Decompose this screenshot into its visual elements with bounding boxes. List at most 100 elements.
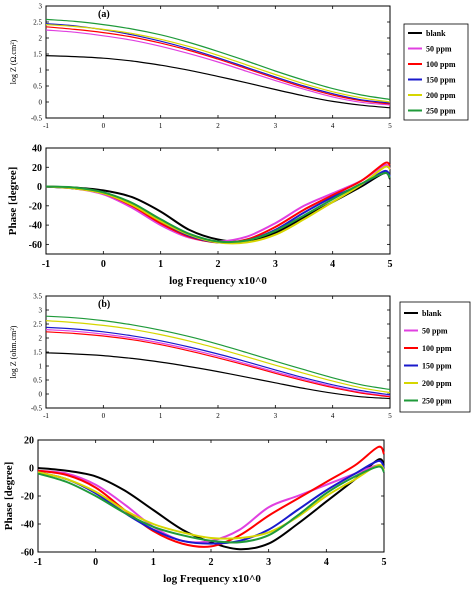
- xtick-label: -1: [43, 412, 49, 420]
- ytick-label: 40: [32, 144, 42, 155]
- xtick-label: 0: [93, 557, 98, 568]
- xtick-label: 5: [388, 259, 393, 270]
- xtick-label: -1: [42, 259, 50, 270]
- ytick-label: 0.5: [33, 82, 42, 90]
- ytick-label: 0: [39, 390, 43, 398]
- legend-a: blank 50 ppm 100 ppm 150 ppm 200 ppm 250 ppm: [403, 23, 469, 121]
- series-line-50-ppm: [45, 329, 391, 397]
- panel-a-phase-xticks: -1 0 1 2 3 4 5: [42, 148, 393, 270]
- series-line-50-ppm: [45, 29, 391, 106]
- xtick-label: 1: [159, 412, 163, 420]
- ytick-label: 20: [24, 436, 34, 447]
- series-line-50-ppm: [37, 464, 385, 544]
- series-line-blank: [45, 171, 391, 243]
- ytick-label: 3: [39, 306, 43, 314]
- ytick-label: 1: [39, 66, 43, 74]
- panel-b-phase-xlabel: log Frequency x10^0: [163, 573, 261, 585]
- ytick-label: 2.5: [33, 320, 42, 328]
- ytick-label: 3.5: [33, 292, 42, 300]
- series-line-250-ppm: [45, 315, 391, 391]
- xtick-label: 5: [388, 122, 392, 130]
- series-line-250-ppm: [45, 18, 391, 100]
- xtick-label: 5: [382, 557, 387, 568]
- ytick-label: 2: [39, 34, 43, 42]
- legend-b: blank 50 ppm 100 ppm 150 ppm 200 ppm 250 ppm: [399, 301, 471, 413]
- legend-label-250-ppm: 250 ppm: [422, 397, 452, 406]
- series-line-200-ppm: [45, 165, 391, 245]
- panel-a-modulus-series: [45, 18, 391, 109]
- ytick-label: 20: [32, 163, 42, 174]
- legend-label-150-ppm: 150 ppm: [422, 362, 452, 371]
- xtick-label: 3: [266, 557, 271, 568]
- series-line-200-ppm: [45, 24, 391, 103]
- panel-b-phase: -60 -40 -20 0 20 -1 0 1 2 3 4 5 Phase [degree] log…: [3, 436, 387, 586]
- xtick-label: 4: [330, 259, 335, 270]
- xtick-label: 4: [331, 412, 335, 420]
- ytick-label: 1.5: [33, 348, 42, 356]
- series-line-100-ppm: [45, 161, 391, 244]
- panel-a-phase: -60 -40 -20 0 20 40 -1 0 1 2 3 4 5 Phase [degree] l…: [7, 144, 393, 288]
- xtick-label: 5: [388, 412, 392, 420]
- xtick-label: 2: [216, 259, 221, 270]
- xtick-label: -1: [43, 122, 49, 130]
- legend-label-100-ppm: 100 ppm: [422, 344, 452, 353]
- ytick-label: 1: [39, 362, 43, 370]
- panel-a-modulus-xticks: -1 0 1 2 3 4 5: [43, 6, 392, 130]
- series-line-150-ppm: [45, 169, 391, 244]
- legend-label-50-ppm: 50 ppm: [426, 45, 452, 54]
- series-line-200-ppm: [45, 320, 391, 394]
- ytick-label: 0.5: [33, 376, 42, 384]
- series-line-blank: [45, 352, 391, 400]
- ytick-label: 1.5: [33, 50, 42, 58]
- ytick-label: -60: [29, 240, 42, 251]
- xtick-label: 2: [216, 412, 220, 420]
- ytick-label: -60: [21, 548, 34, 559]
- series-line-250-ppm: [45, 171, 391, 244]
- panel-b-phase-series: [37, 445, 385, 551]
- xtick-label: 4: [324, 557, 329, 568]
- xtick-label: 0: [102, 122, 106, 130]
- ytick-label: 0: [39, 98, 43, 106]
- ytick-label: 2: [39, 334, 43, 342]
- series-line-150-ppm: [37, 459, 385, 545]
- panel-a-title: (a): [98, 9, 110, 20]
- panel-b-modulus-xticks: -1 0 1 2 3 4 5: [43, 296, 392, 420]
- ytick-label: 0: [37, 182, 42, 193]
- xtick-label: 3: [273, 259, 278, 270]
- xtick-label: 4: [331, 122, 335, 130]
- ytick-label: -0.5: [31, 114, 43, 122]
- series-line-250-ppm: [37, 465, 385, 544]
- panel-a-modulus-yticks: -0.5 0 0.5 1 1.5 2 2.5 3: [31, 2, 390, 122]
- legend-label-250-ppm: 250 ppm: [426, 107, 456, 116]
- legend-label-100-ppm: 100 ppm: [426, 60, 456, 69]
- ytick-label: -40: [29, 221, 42, 232]
- panel-b-modulus: (b) -0.5 0 0.5 1 1.5 2 2.5 3 3.5 -1 0 1 2 3 4 5 log Z …: [9, 292, 392, 420]
- panel-a-phase-series: [45, 161, 391, 245]
- xtick-label: 3: [274, 122, 278, 130]
- ytick-label: 3: [39, 2, 43, 10]
- panel-b-modulus-ylabel: log Z (ohm.cm²): [9, 325, 18, 378]
- ytick-label: -40: [21, 520, 34, 531]
- xtick-label: 0: [101, 259, 106, 270]
- panel-b-modulus-yticks: -0.5 0 0.5 1 1.5 2 2.5 3 3.5: [31, 292, 390, 412]
- ytick-label: -20: [21, 492, 34, 503]
- panel-b-phase-ylabel: Phase [degree]: [3, 462, 15, 531]
- series-line-50-ppm: [45, 163, 391, 243]
- legend-label-50-ppm: 50 ppm: [422, 327, 448, 336]
- legend-label-blank: blank: [426, 29, 446, 38]
- panel-b-title: (b): [98, 299, 110, 310]
- ytick-label: -0.5: [31, 404, 43, 412]
- series-line-150-ppm: [45, 326, 391, 396]
- series-line-blank: [45, 55, 391, 109]
- ytick-label: -20: [29, 201, 42, 212]
- legend-label-150-ppm: 150 ppm: [426, 76, 456, 85]
- xtick-label: 1: [159, 122, 163, 130]
- panel-b-modulus-series: [45, 315, 391, 400]
- xtick-label: 2: [216, 122, 220, 130]
- legend-label-200-ppm: 200 ppm: [422, 379, 452, 388]
- xtick-label: 1: [151, 557, 156, 568]
- panel-a-phase-ylabel: Phase [degree]: [7, 167, 19, 236]
- panel-a-phase-xlabel: log Frequency x10^0: [169, 275, 267, 287]
- ytick-label: 0: [29, 464, 34, 475]
